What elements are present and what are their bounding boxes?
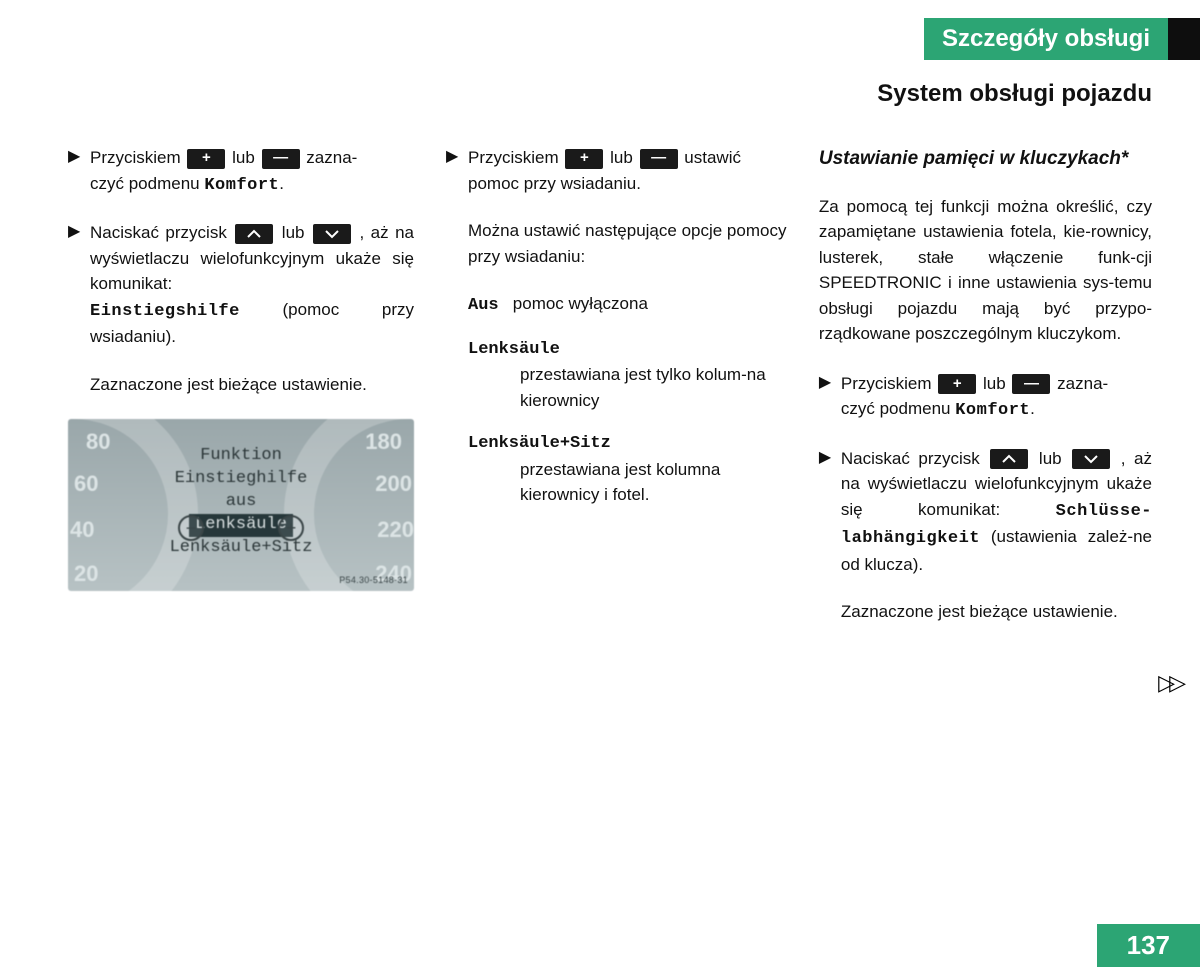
- note-text: Zaznaczone jest bieżące ustawienie.: [90, 372, 414, 398]
- step-marker-icon: ▶: [68, 145, 90, 198]
- display-line: aus: [141, 491, 341, 514]
- minus-button-icon: —: [1012, 374, 1050, 394]
- term: Aus: [468, 296, 499, 315]
- content-columns: ▶ Przyciskiem + lub — zazna- czyć podmen…: [68, 145, 1152, 647]
- term: Lenksäule: [468, 337, 787, 363]
- display-line: Lenksäule+Sitz: [141, 537, 341, 560]
- minus-circle-icon: −: [178, 515, 204, 541]
- gauge-number: 200: [375, 467, 412, 500]
- step: ▶ Naciskać przycisk lub , aż na wyświetl…: [68, 220, 414, 350]
- text: czyć podmenu: [841, 399, 955, 418]
- minus-button-icon: —: [640, 149, 678, 169]
- up-button-icon: [990, 449, 1028, 469]
- up-button-icon: [235, 224, 273, 244]
- subsection-title: Ustawianie pamięci w kluczykach*: [819, 145, 1152, 174]
- display-line: Einstieghilfe: [141, 468, 341, 491]
- header-black-tab: [1168, 18, 1200, 60]
- down-button-icon: [1072, 449, 1110, 469]
- plus-button-icon: +: [187, 149, 225, 169]
- section-title: Szczegóły obsługi: [924, 18, 1168, 60]
- text: lub: [282, 223, 311, 242]
- text: Naciskać przycisk: [90, 223, 233, 242]
- text: zazna-: [306, 148, 357, 167]
- step-text: Przyciskiem + lub — ustawić pomoc przy w…: [468, 145, 787, 196]
- term: Lenksäule+Sitz: [468, 431, 787, 457]
- text: czyć podmenu: [90, 174, 204, 193]
- minus-button-icon: —: [262, 149, 300, 169]
- text: , aż: [359, 223, 388, 242]
- text: zazna-: [1057, 374, 1108, 393]
- step-marker-icon: ▶: [819, 446, 841, 578]
- gauge-number: 40: [70, 513, 94, 546]
- down-button-icon: [313, 224, 351, 244]
- gauge-number: 80: [86, 425, 110, 458]
- step-marker-icon: ▶: [68, 220, 90, 350]
- gauge-number: 20: [74, 557, 98, 590]
- text: Przyciskiem: [841, 374, 936, 393]
- step: ▶ Naciskać przycisk lub , aż na wyświetl…: [819, 446, 1152, 578]
- step-text: Przyciskiem + lub — zazna- czyć podmenu …: [841, 371, 1152, 424]
- plus-button-icon: +: [938, 374, 976, 394]
- column-3: Ustawianie pamięci w kluczykach* Za pomo…: [819, 145, 1152, 647]
- figure-code: P54.30-5148-31: [339, 574, 408, 588]
- display-line: Funktion: [141, 445, 341, 468]
- column-1: ▶ Przyciskiem + lub — zazna- czyć podmen…: [68, 145, 414, 647]
- display-panel: Funktion Einstieghilfe aus Lenksäule Len…: [141, 445, 341, 560]
- step-text: Naciskać przycisk lub , aż na wyświetlac…: [841, 446, 1152, 578]
- note-text: Zaznaczone jest bieżące ustawienie.: [841, 599, 1152, 625]
- text: pomoc przy wsiadaniu.: [468, 174, 641, 193]
- instrument-cluster-figure: 80 60 40 20 180 200 220 240 Funktion Ein…: [68, 419, 414, 591]
- text: , aż: [1121, 449, 1152, 468]
- gauge-number: 180: [365, 425, 402, 458]
- column-2: ▶ Przyciskiem + lub — ustawić pomoc przy…: [446, 145, 787, 647]
- intro-text: Można ustawić następujące opcje pomocy p…: [468, 218, 787, 269]
- definition-text: przestawiana jest kolumna kierownicy i f…: [520, 457, 787, 508]
- definition: Aus pomoc wyłączona: [468, 291, 787, 319]
- step-text: Przyciskiem + lub — zazna- czyć podmenu …: [90, 145, 414, 198]
- continue-icon: ▷▷: [1158, 670, 1180, 696]
- step: ▶ Przyciskiem + lub — zazna- czyć podmen…: [819, 371, 1152, 424]
- text: .: [279, 174, 284, 193]
- step-marker-icon: ▶: [819, 371, 841, 424]
- text: lub: [610, 148, 637, 167]
- step: ▶ Przyciskiem + lub — zazna- czyć podmen…: [68, 145, 414, 198]
- gauge-number: 220: [377, 513, 414, 546]
- definition: Lenksäule przestawiana jest tylko kolum-…: [468, 337, 787, 414]
- mono-text: Einstiegshilfe: [90, 302, 240, 321]
- step-marker-icon: ▶: [446, 145, 468, 196]
- mono-text: Komfort: [955, 401, 1030, 420]
- text: Przyciskiem: [90, 148, 185, 167]
- text: .: [1030, 399, 1035, 418]
- step-text: Naciskać przycisk lub , aż na wyświetlac…: [90, 220, 414, 350]
- definition: Lenksäule+Sitz przestawiana jest kolumna…: [468, 431, 787, 508]
- page-number: 137: [1097, 924, 1200, 967]
- paragraph: Za pomocą tej funkcji można określić, cz…: [819, 194, 1152, 347]
- gauge-number: 60: [74, 467, 98, 500]
- text: lub: [1039, 449, 1070, 468]
- header-bar: Szczegóły obsługi: [924, 18, 1200, 60]
- step: ▶ Przyciskiem + lub — ustawić pomoc przy…: [446, 145, 787, 196]
- text: ustawić: [684, 148, 741, 167]
- definition-text: przestawiana jest tylko kolum-na kierown…: [520, 362, 787, 413]
- plus-button-icon: +: [565, 149, 603, 169]
- text: Naciskać przycisk: [841, 449, 988, 468]
- text: Przyciskiem: [468, 148, 563, 167]
- plus-circle-icon: +: [278, 515, 304, 541]
- page-subtitle: System obsługi pojazdu: [877, 80, 1152, 108]
- text: lub: [232, 148, 259, 167]
- mono-text: Komfort: [204, 176, 279, 195]
- definition-text: pomoc wyłączona: [513, 294, 648, 313]
- text: lub: [983, 374, 1010, 393]
